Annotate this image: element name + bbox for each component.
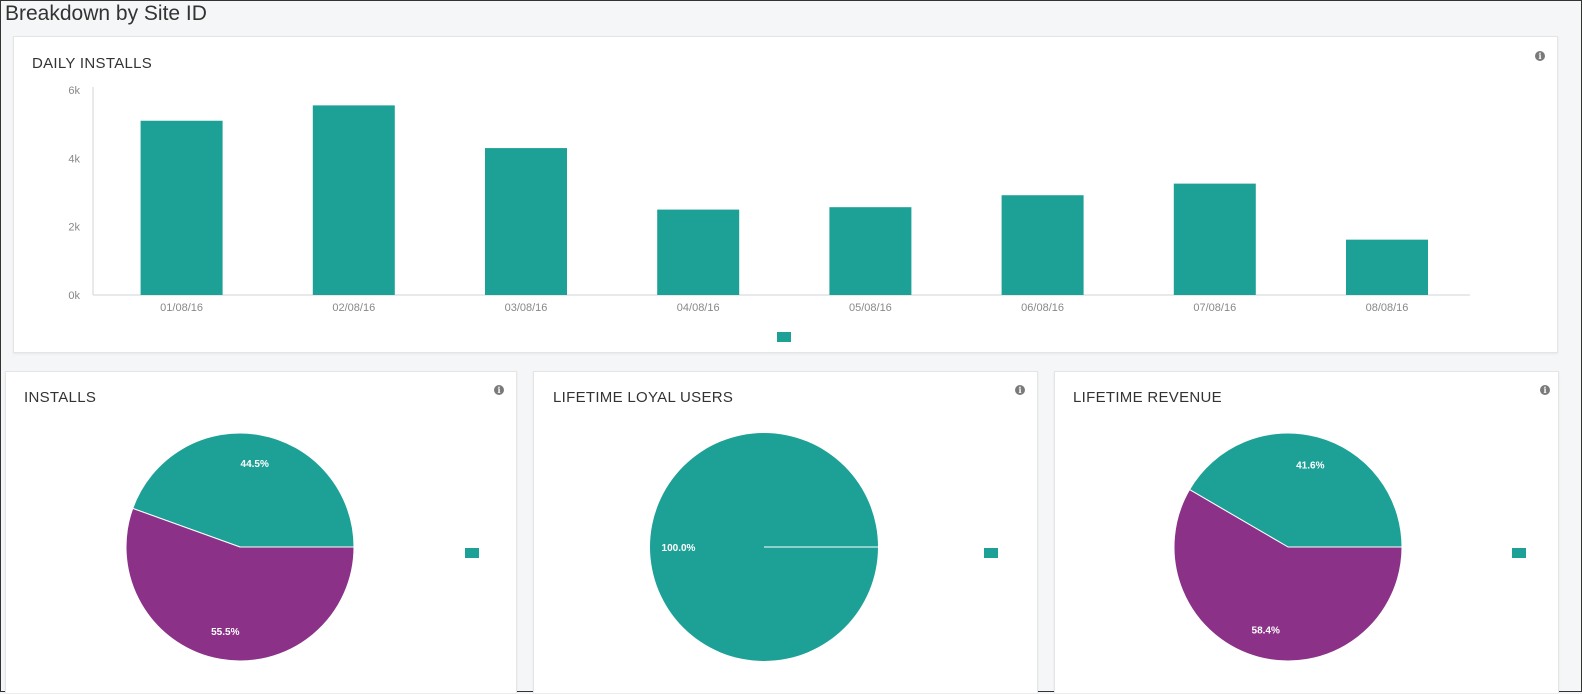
- info-icon[interactable]: i: [1015, 385, 1025, 395]
- installs-pie-chart: 44.5% 55.5%: [125, 432, 355, 662]
- daily-installs-chart: 0k 2k 4k 6k 01/08/16 02/08/16 03/08/16 04/08/16…: [68, 85, 1470, 314]
- bar[interactable]: [1001, 195, 1084, 295]
- legend-swatch[interactable]: [984, 548, 998, 558]
- bar[interactable]: [829, 207, 912, 295]
- daily-installs-panel: DAILY INSTALLS i 0k 2k 4k 6k 01/08/16 02/08/1…: [13, 36, 1558, 353]
- pie-slice[interactable]: [132, 432, 355, 548]
- bar[interactable]: [1173, 183, 1256, 295]
- revenue-panel: LIFETIME REVENUE i 41.6% 58.4%: [1054, 371, 1559, 693]
- info-icon[interactable]: i: [1540, 385, 1550, 395]
- slice-label: 55.5%: [211, 627, 239, 638]
- slice-label: 41.6%: [1296, 460, 1324, 471]
- revenue-title: LIFETIME REVENUE: [1073, 389, 1222, 406]
- x-tick-label: 01/08/16: [160, 302, 203, 314]
- y-tick-label: 4k: [68, 153, 80, 165]
- info-icon[interactable]: i: [494, 385, 504, 395]
- info-icon[interactable]: i: [1535, 51, 1545, 61]
- slice-label: 44.5%: [241, 459, 269, 470]
- loyal-users-panel: LIFETIME LOYAL USERS i 100.0%: [533, 371, 1038, 693]
- slice-label: 100.0%: [662, 543, 696, 554]
- pie-slice[interactable]: [1173, 488, 1403, 662]
- loyal-users-pie-chart: 100.0%: [650, 433, 878, 661]
- y-tick-label: 2k: [68, 222, 80, 234]
- bar[interactable]: [485, 148, 567, 295]
- y-tick-label: 6k: [68, 85, 80, 97]
- pie-slice[interactable]: [125, 507, 355, 662]
- daily-installs-title: DAILY INSTALLS: [32, 55, 153, 72]
- bar[interactable]: [1346, 239, 1428, 295]
- loyal-users-title: LIFETIME LOYAL USERS: [553, 389, 734, 406]
- legend-swatch[interactable]: [465, 548, 479, 558]
- page-title: Breakdown by Site ID: [5, 2, 207, 25]
- y-tick-label: 0k: [68, 290, 80, 302]
- legend-swatch[interactable]: [1512, 548, 1526, 558]
- x-tick-label: 07/08/16: [1193, 302, 1236, 314]
- bar[interactable]: [140, 120, 223, 295]
- bar[interactable]: [312, 105, 395, 295]
- installs-title: INSTALLS: [24, 389, 97, 406]
- x-tick-label: 03/08/16: [505, 302, 548, 314]
- x-tick-label: 02/08/16: [332, 302, 375, 314]
- x-tick-label: 05/08/16: [849, 302, 892, 314]
- installs-panel: INSTALLS i 44.5% 55.5%: [5, 371, 517, 693]
- bar[interactable]: [657, 209, 740, 295]
- x-tick-label: 06/08/16: [1021, 302, 1064, 314]
- slice-label: 58.4%: [1252, 626, 1280, 637]
- revenue-pie-chart: 41.6% 58.4%: [1173, 432, 1403, 662]
- x-tick-label: 08/08/16: [1366, 302, 1409, 314]
- pie-slice[interactable]: [1188, 432, 1403, 548]
- x-tick-label: 04/08/16: [677, 302, 720, 314]
- legend-swatch[interactable]: [777, 332, 791, 342]
